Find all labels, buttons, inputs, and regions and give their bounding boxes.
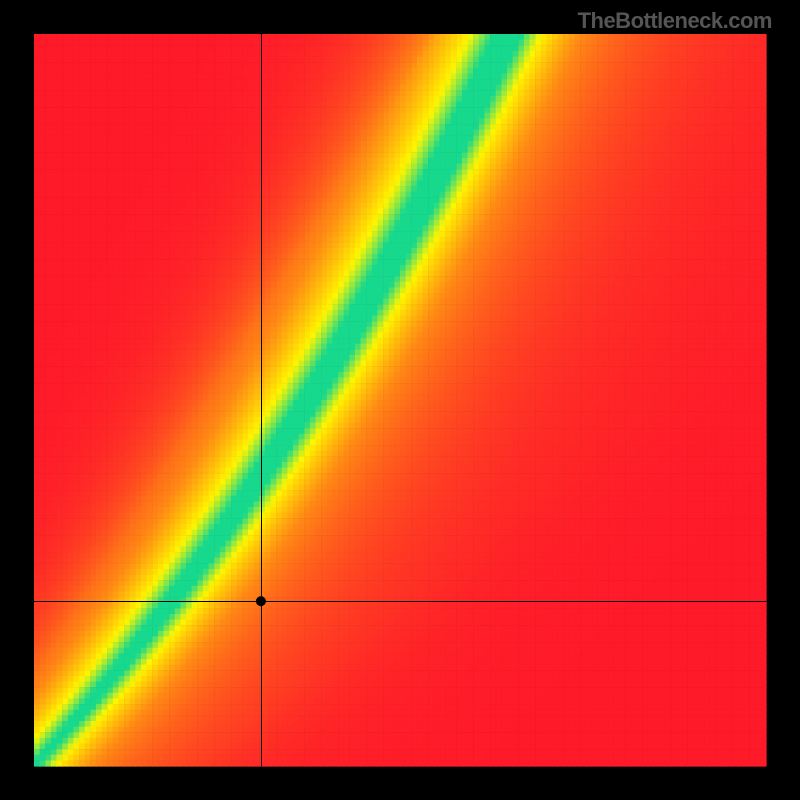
watermark-text: TheBottleneck.com	[578, 8, 772, 34]
bottleneck-heatmap	[0, 0, 800, 800]
chart-container: TheBottleneck.com	[0, 0, 800, 800]
